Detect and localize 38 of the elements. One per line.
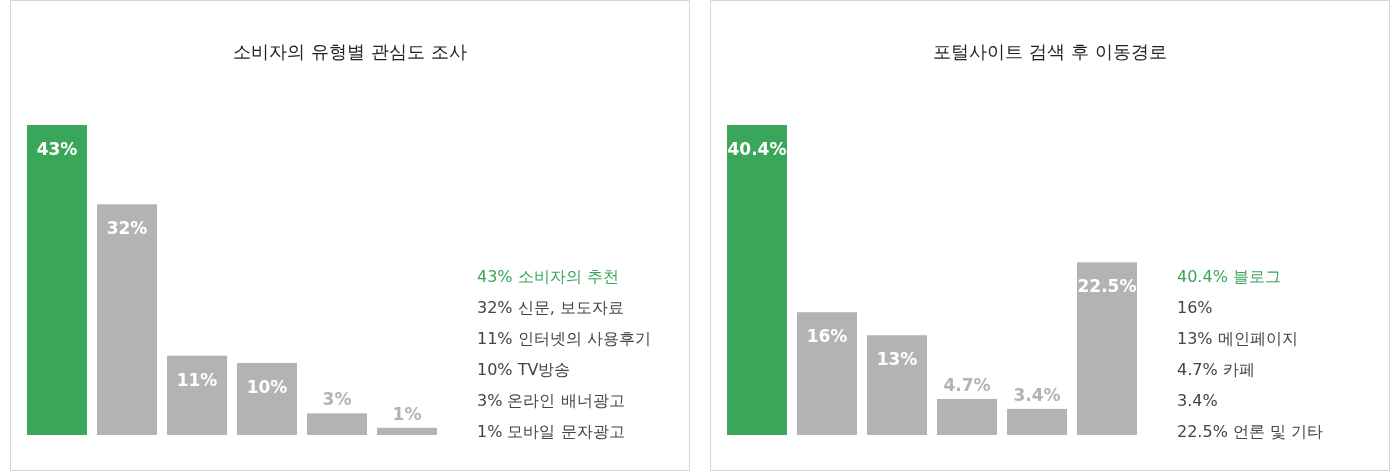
data-label: 3% — [322, 389, 352, 410]
data-label: 32% — [106, 218, 148, 239]
text: 3.4% — [1177, 391, 1218, 410]
data-label: 10% — [246, 376, 288, 397]
data-label: 11% — [176, 369, 218, 390]
bar — [867, 335, 927, 435]
data-label: 3.4% — [1013, 384, 1061, 405]
chart-title: 포털사이트 검색 후 이동경로 — [933, 41, 1167, 62]
text: 40.4% 블로그 — [1177, 267, 1281, 286]
data-label: 4.7% — [943, 374, 991, 395]
text: 43% 소비자의 추천 — [477, 267, 619, 286]
data-label: 16% — [806, 326, 848, 347]
data-label: 22.5% — [1077, 276, 1137, 297]
bar — [27, 125, 87, 435]
text: 10% TV방송 — [477, 360, 571, 379]
bar — [167, 355, 227, 435]
bar — [307, 413, 367, 435]
text: 11% 인터넷의 사용후기 — [477, 329, 651, 348]
text: 22.5% 언론 및 기타 — [1177, 422, 1324, 441]
bar — [377, 427, 437, 435]
data-label: 40.4% — [727, 139, 787, 159]
text: 1% 모바일 문자광고 — [477, 422, 625, 441]
text: 32% 신문, 보도자료 — [477, 298, 624, 317]
data-label: 1% — [392, 403, 422, 424]
data-label: 13% — [876, 349, 918, 370]
text: 3% 온라인 배너광고 — [477, 391, 625, 410]
bar — [1007, 408, 1067, 435]
data-label: 43% — [36, 139, 78, 159]
bar — [1077, 262, 1137, 435]
bar — [97, 204, 157, 435]
text: 13% 메인페이지 — [1177, 329, 1298, 348]
bar — [237, 362, 297, 435]
bar — [797, 312, 857, 435]
chart-title: 소비자의 유형별 관심도 조사 — [233, 41, 467, 62]
bar — [727, 125, 787, 435]
text: 16% — [1177, 298, 1213, 317]
text: 4.7% 카페 — [1177, 360, 1255, 379]
bar — [937, 398, 997, 435]
